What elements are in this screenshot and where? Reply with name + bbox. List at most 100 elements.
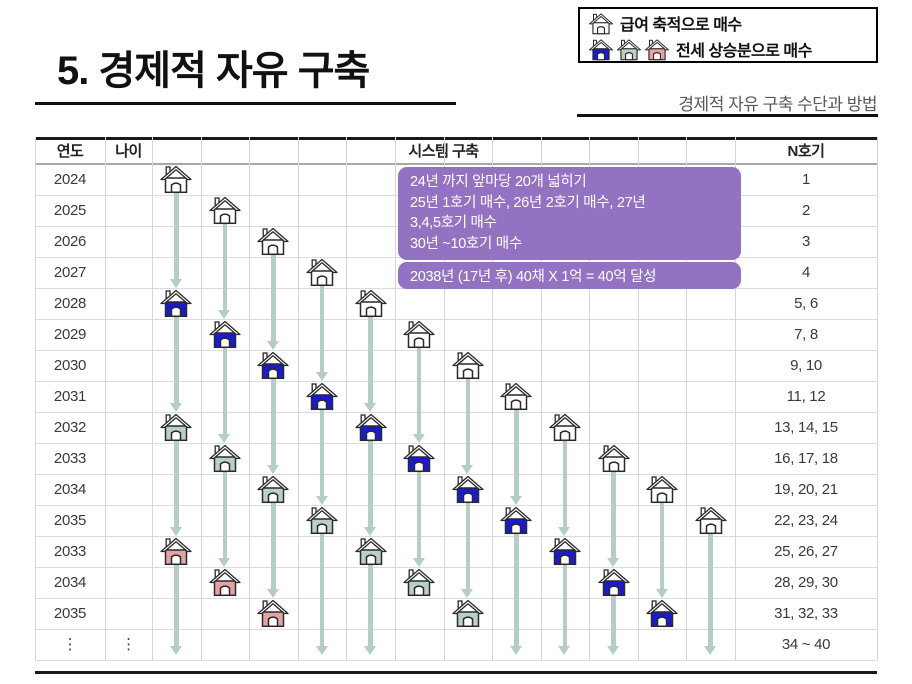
page-title: 5. 경제적 자유 구축 xyxy=(57,49,370,93)
house-icon-white xyxy=(208,195,242,225)
column-line xyxy=(443,137,445,660)
house-icon-blue xyxy=(645,598,679,628)
house-icon-white xyxy=(256,226,290,256)
arrowhead-icon xyxy=(655,588,668,598)
year-cell: 2034 xyxy=(53,481,87,498)
row-line xyxy=(35,474,877,475)
units-cell: 34 ~ 40 xyxy=(781,636,831,653)
house-icon-blue xyxy=(499,505,533,535)
arrowhead-icon xyxy=(607,645,620,655)
legend-label-salary: 급여 축적으로 매수 xyxy=(620,17,742,34)
arrow-line xyxy=(222,471,228,559)
year-cell: 2024 xyxy=(53,171,87,188)
down-arrow xyxy=(558,440,571,536)
house-icon-blue xyxy=(208,319,242,349)
column-line xyxy=(152,137,153,660)
arrow-line xyxy=(174,440,179,528)
column-line xyxy=(35,137,36,660)
down-arrow xyxy=(509,533,523,655)
units-cell: 31, 32, 33 xyxy=(774,605,838,622)
column-line xyxy=(686,137,688,660)
units-cell: 11, 12 xyxy=(786,388,826,405)
arrow-line xyxy=(416,471,422,559)
arrow-line xyxy=(514,409,519,497)
units-cell: 22, 23, 24 xyxy=(774,512,838,529)
arrow-line xyxy=(514,533,519,647)
column-line xyxy=(346,137,348,660)
down-arrow xyxy=(509,409,523,505)
down-arrow xyxy=(169,192,183,288)
house-icon-pink xyxy=(208,567,242,597)
down-arrow xyxy=(315,409,329,505)
legend-label-jeonse: 전세 상승분으로 매수 xyxy=(676,43,812,60)
arrow-line xyxy=(562,440,568,528)
column-line xyxy=(589,137,591,660)
down-arrow xyxy=(655,502,669,598)
arrowhead-icon xyxy=(364,526,377,536)
year-cell: 2033 xyxy=(53,450,87,467)
row-line xyxy=(35,567,877,568)
annotation-callout: 24년 까지 앞마당 20개 넓히기 25년 1호기 매수, 26년 2호기 매수… xyxy=(398,167,741,260)
units-cell: 28, 29, 30 xyxy=(774,574,838,591)
down-arrow xyxy=(364,316,377,412)
annotation-line: 3,4,5호기 매수 xyxy=(410,215,497,232)
arrow-line xyxy=(319,285,325,373)
down-arrow xyxy=(558,564,571,655)
table-top-border xyxy=(35,137,877,140)
arrowhead-icon xyxy=(169,278,182,288)
house-icons-jeonse xyxy=(588,38,670,61)
arrowhead-icon xyxy=(412,433,425,443)
down-arrow xyxy=(412,347,426,443)
header-separator xyxy=(35,163,877,165)
year-cell: 2027 xyxy=(53,264,87,281)
down-arrow xyxy=(169,316,183,412)
arrowhead-icon xyxy=(364,645,377,655)
down-arrow xyxy=(364,440,377,536)
column-line xyxy=(394,137,396,660)
arrowhead-icon xyxy=(315,495,328,505)
down-arrow xyxy=(607,595,620,655)
house-icon-green xyxy=(354,536,388,566)
arrow-line xyxy=(222,223,228,311)
subtitle: 경제적 자유 구축 수단과 방법 xyxy=(678,95,877,114)
year-cell: 2028 xyxy=(53,295,87,312)
arrowhead-icon xyxy=(315,645,328,655)
row-line xyxy=(35,412,877,413)
column-header-year: 연도 xyxy=(56,143,84,160)
subtitle-underline xyxy=(577,114,878,117)
row-line xyxy=(35,505,877,506)
units-cell: 9, 10 xyxy=(790,357,822,374)
arrow-line xyxy=(271,254,276,342)
house-icon-green xyxy=(159,412,193,442)
column-header-units: N호기 xyxy=(787,143,825,160)
down-arrow xyxy=(461,378,474,474)
house-icon-blue xyxy=(548,536,582,566)
annotation-line: 30년 ~10호기 매수 xyxy=(410,235,522,252)
down-arrow xyxy=(704,533,717,655)
year-cell: ⋮ xyxy=(62,636,78,653)
arrowhead-icon xyxy=(558,526,571,536)
house-icon-white xyxy=(694,505,728,535)
arrowhead-icon xyxy=(218,557,231,567)
column-header-age: 나이 xyxy=(115,143,142,160)
down-arrow xyxy=(169,440,183,536)
arrowhead-icon xyxy=(169,645,182,655)
year-cell: 2034 xyxy=(53,574,87,591)
legend-row-jeonse: 전세 상승분으로 매수 xyxy=(588,36,812,62)
column-line xyxy=(105,137,106,660)
column-line xyxy=(637,137,639,660)
arrowhead-icon xyxy=(218,433,231,443)
row-line xyxy=(35,660,877,661)
house-icon-blue xyxy=(451,474,485,504)
row-line xyxy=(35,629,877,630)
house-icon-white xyxy=(548,412,582,442)
arrow-line xyxy=(222,347,228,435)
arrow-line xyxy=(368,564,373,647)
arrowhead-icon xyxy=(607,557,620,567)
down-arrow xyxy=(266,378,280,474)
down-arrow xyxy=(364,564,377,655)
down-arrow xyxy=(218,471,231,567)
table-bottom-border xyxy=(35,671,877,674)
